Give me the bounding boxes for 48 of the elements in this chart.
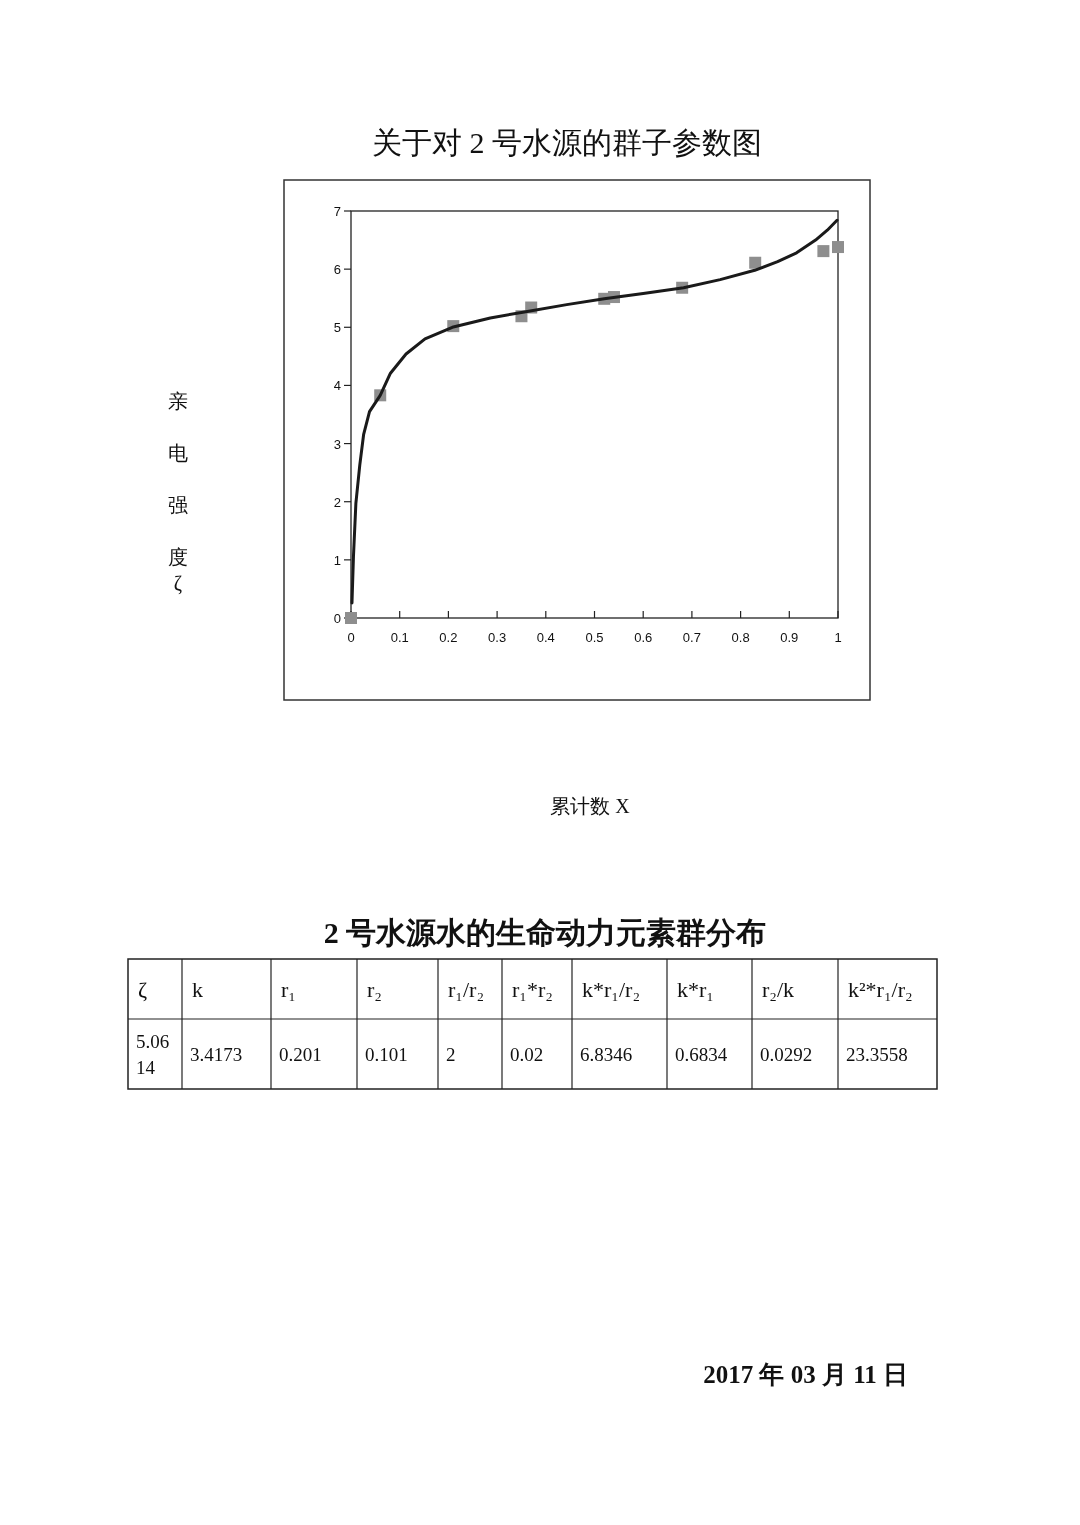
x-tick-label: 0.4 xyxy=(536,630,555,645)
x-tick-label: 0.9 xyxy=(780,630,799,645)
point xyxy=(749,256,762,269)
x-tick-label: 0.5 xyxy=(585,630,604,645)
data-label: 5.06 14 xyxy=(136,1031,170,1078)
data-label: 0.02 xyxy=(510,1044,544,1065)
text: 亲电强度ζ xyxy=(168,390,188,594)
y-tick-label: 6 xyxy=(333,262,341,278)
category-label: k²*r₁/r₂ xyxy=(848,977,913,1002)
y-tick-label: 5 xyxy=(333,320,341,336)
category-label: r₂/k xyxy=(762,977,795,1002)
y-tick-label: 4 xyxy=(333,378,341,394)
category-label: r₂ xyxy=(367,977,382,1002)
y-tick-label: 2 xyxy=(333,494,341,510)
data-label: 23.3558 xyxy=(846,1044,908,1065)
x-tick-label: 0.2 xyxy=(439,630,458,645)
text: 2017 年 03 月 11 日 xyxy=(703,1361,908,1388)
y-tick-label: 3 xyxy=(333,436,341,452)
data-label: 0.0292 xyxy=(760,1044,813,1065)
point xyxy=(832,241,844,254)
data-label: 2 xyxy=(446,1044,456,1065)
text: 2 号水源水的生命动力元素群分布 xyxy=(323,916,767,949)
x-tick-label: 1 xyxy=(834,630,842,645)
category-label: k*r₁/r₂ xyxy=(582,977,641,1002)
x-tick-label: 0.8 xyxy=(731,630,750,645)
category-label: r₁/r₂ xyxy=(448,977,485,1002)
data-label: 0.6834 xyxy=(675,1044,728,1065)
x-tick-label: 0.3 xyxy=(488,630,507,645)
chart-title: 关于对 2 号水源的群子参数图 xyxy=(372,126,762,159)
data-label: 0.201 xyxy=(279,1044,322,1065)
category-label: k xyxy=(192,977,203,1002)
data-label: 6.8346 xyxy=(580,1044,633,1065)
category-label: k*r₁ xyxy=(677,977,714,1002)
x-tick-label: 0 xyxy=(347,630,355,645)
x-tick-label: 0.7 xyxy=(682,630,701,645)
data-label: 0.101 xyxy=(365,1044,408,1065)
y-tick-label: 0 xyxy=(333,611,341,626)
x-tick-label: 0.6 xyxy=(634,630,653,645)
category-label: r₁*r₂ xyxy=(512,977,553,1002)
y-tick-label: 1 xyxy=(333,552,341,568)
x-tick-label: 0.1 xyxy=(390,630,409,645)
data-label: 3.4173 xyxy=(190,1044,243,1065)
category-label: r₁ xyxy=(281,977,296,1002)
category-label: ζ xyxy=(138,977,148,1002)
point xyxy=(817,245,830,258)
x-axis-title: 累计数 X xyxy=(550,795,631,817)
y-tick-label: 7 xyxy=(333,204,341,219)
point xyxy=(345,612,357,624)
